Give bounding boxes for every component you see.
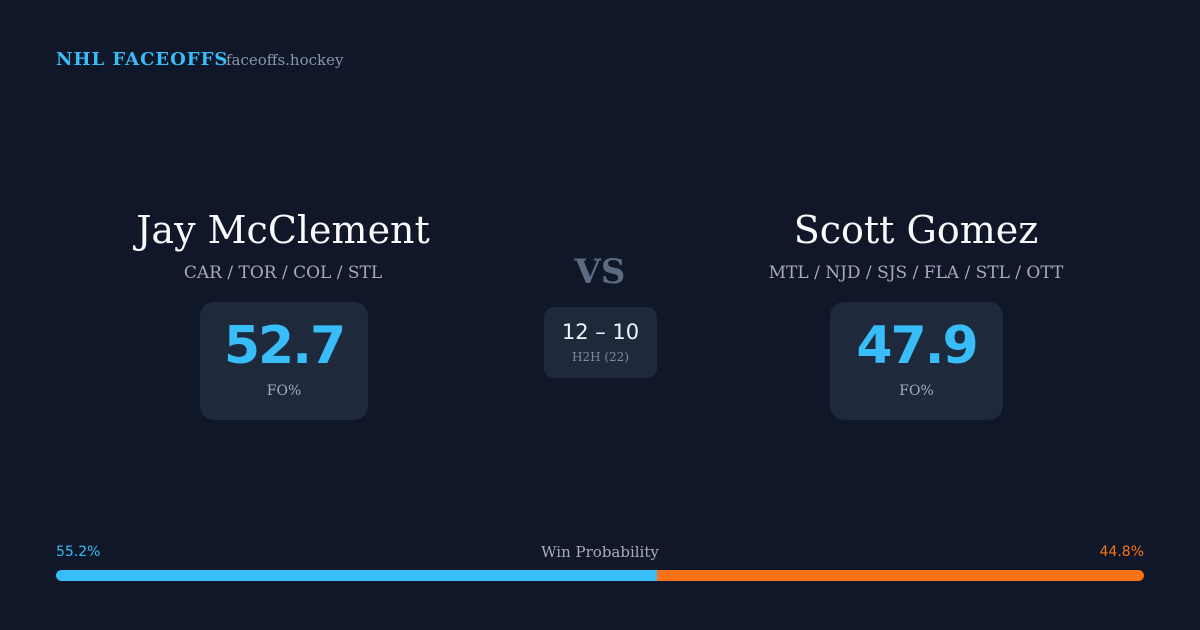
fo-pct: 52.7 [223,316,346,376]
prob-bar [56,570,1144,581]
vs: VS [574,252,626,292]
fo-label: FO% [266,383,302,399]
fo-label: FO% [899,383,934,399]
prob-segment [56,570,657,581]
left-prob: 55.2% [56,544,101,560]
h2h-box: 12 – 10 H2H (22) [544,307,657,378]
h2h-score: 12 – 10 [561,320,640,344]
h2h-label: H2H (22) [571,350,629,364]
prob-segment [656,570,1144,581]
site: faceoffs.hockey [226,51,344,69]
player-teams: CAR / TOR / COL / STL [183,263,383,283]
right-prob: 44.8% [1099,544,1144,560]
brand: NHL FACEOFFS [56,49,229,70]
stat-box: 47.9 FO% [830,302,1003,420]
player-name: Scott Gomez [793,208,1039,252]
prob-title: Win Probability [541,543,659,561]
player-teams: MTL / NJD / SJS / FLA / STL / OTT [768,263,1064,283]
player-name: Jay McClement [136,208,430,252]
stat-box: 52.7 FO% [200,302,368,420]
fo-pct: 47.9 [856,316,978,376]
